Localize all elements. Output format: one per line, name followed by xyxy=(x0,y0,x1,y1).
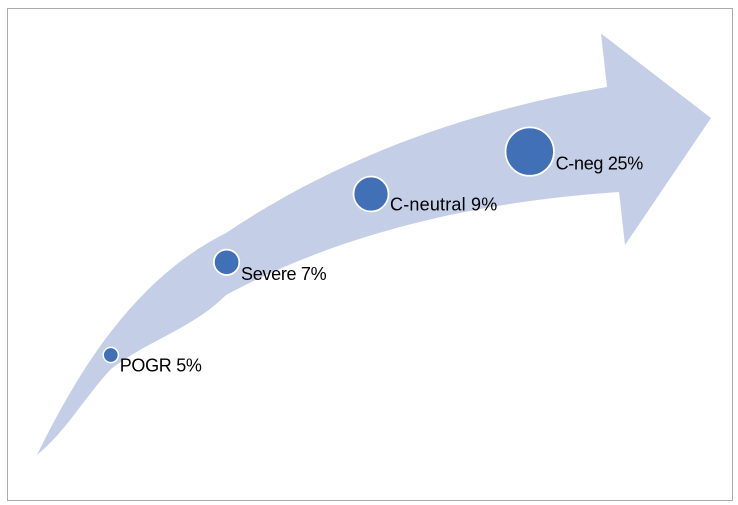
svg-text:Severe 7%: Severe 7% xyxy=(241,264,327,284)
svg-text:C-neg 25%: C-neg 25% xyxy=(556,154,644,174)
svg-text:C-neutral 9%: C-neutral 9% xyxy=(390,195,497,215)
svg-text:POGR 5%: POGR 5% xyxy=(120,356,202,376)
